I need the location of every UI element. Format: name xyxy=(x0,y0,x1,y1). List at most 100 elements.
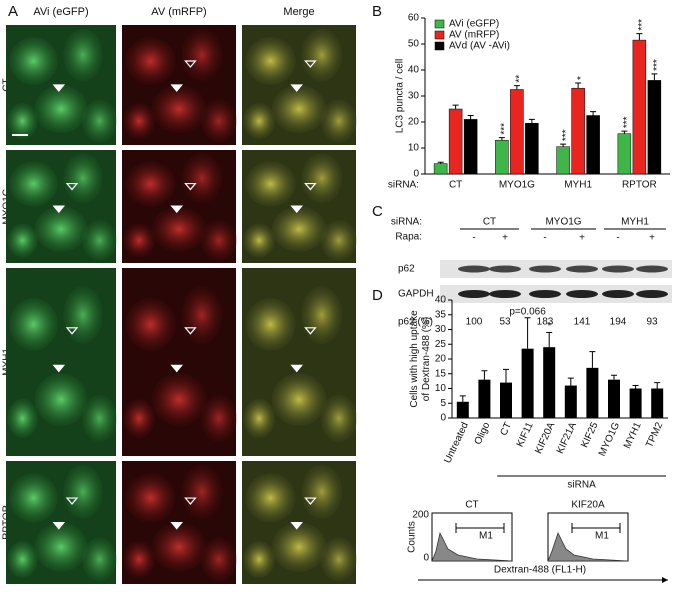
band xyxy=(566,265,598,273)
cell xyxy=(200,99,238,143)
legend-swatch xyxy=(434,19,445,29)
cell xyxy=(81,99,118,143)
cell xyxy=(123,103,156,139)
arrowhead xyxy=(290,364,304,373)
error-bar xyxy=(589,351,596,368)
bar xyxy=(478,379,491,418)
band xyxy=(602,290,634,298)
cell xyxy=(181,464,223,519)
arrowhead xyxy=(65,497,79,505)
rapa-sign: - xyxy=(616,233,619,244)
y-axis-label: Cells with high uptakeof Dextran-488 (%) xyxy=(409,310,432,408)
band xyxy=(489,290,521,298)
row-label: Rapa: xyxy=(395,232,422,243)
arrow-head xyxy=(662,577,668,583)
arrowhead xyxy=(52,364,66,373)
error-bar xyxy=(651,73,658,81)
cell xyxy=(34,85,88,133)
arrowhead xyxy=(65,327,79,335)
cell xyxy=(9,161,58,207)
panel-label: C xyxy=(372,203,383,220)
cell xyxy=(63,286,103,344)
arrowhead xyxy=(304,182,317,191)
arrowhead xyxy=(170,364,184,373)
column-header: Merge xyxy=(283,6,314,18)
cell xyxy=(7,398,38,439)
histogram-title: CT xyxy=(465,500,478,511)
cell xyxy=(301,28,343,82)
rapa-sign: - xyxy=(543,233,546,244)
error-bar xyxy=(632,385,639,389)
cell xyxy=(181,28,223,82)
cell xyxy=(123,398,156,439)
percent: 141 xyxy=(574,317,591,328)
legend-label: AVd (AV -AVi) xyxy=(449,41,510,52)
error-bar xyxy=(575,82,582,89)
arrowhead xyxy=(304,497,317,505)
percent: 183 xyxy=(537,317,554,328)
rapa-sign: + xyxy=(502,233,508,244)
error-bar xyxy=(528,118,535,124)
error-bar xyxy=(611,374,617,380)
cell xyxy=(301,286,343,344)
arrowhead xyxy=(52,84,66,92)
error-bar xyxy=(503,368,509,383)
band xyxy=(602,265,634,273)
cell xyxy=(245,161,296,207)
bar xyxy=(586,367,599,418)
error-bar xyxy=(636,33,643,41)
cell xyxy=(7,540,38,578)
y-tick-label: 10 xyxy=(435,383,447,394)
error-bar xyxy=(654,382,661,389)
histogram xyxy=(431,531,513,562)
x-tick-label: Oligo xyxy=(473,420,493,446)
legend-label: AV (mRFP) xyxy=(449,30,499,41)
arrowhead xyxy=(304,327,317,335)
group-label: MYO1G xyxy=(545,217,581,228)
error-bar xyxy=(459,395,466,402)
significance: *** xyxy=(561,129,572,141)
y-tick-label: 30 xyxy=(435,324,447,335)
percent: 194 xyxy=(610,317,627,328)
cell xyxy=(9,473,58,523)
cell xyxy=(81,394,118,443)
band xyxy=(458,290,490,298)
bar xyxy=(647,80,662,175)
y-axis-label: Counts xyxy=(407,521,418,553)
cell xyxy=(7,103,38,139)
cell xyxy=(151,373,207,426)
cell xyxy=(200,394,238,443)
x-tick-label: KIF25 xyxy=(579,420,600,449)
x-tick-label: MYO1G xyxy=(499,180,535,191)
error-bar xyxy=(621,130,628,134)
panel-label: B xyxy=(372,3,382,20)
group-label: CT xyxy=(483,217,496,228)
cell xyxy=(125,473,176,523)
histogram xyxy=(547,531,629,562)
cell xyxy=(320,394,358,443)
cell xyxy=(125,37,176,85)
cell xyxy=(271,85,327,133)
error-bar xyxy=(437,161,444,164)
significance: * xyxy=(576,76,587,80)
x-tick-label: KIF11 xyxy=(515,420,536,449)
cell xyxy=(151,85,207,133)
band xyxy=(489,265,521,273)
percent: 53 xyxy=(499,317,511,328)
cell xyxy=(7,223,38,258)
x-tick-label: KIF21A xyxy=(555,420,579,455)
cell xyxy=(243,398,276,439)
cell xyxy=(181,286,223,344)
arrowhead xyxy=(184,327,197,335)
cell xyxy=(271,373,327,426)
cell xyxy=(245,473,296,523)
cell xyxy=(320,99,358,143)
rapa-sign: + xyxy=(649,233,655,244)
band xyxy=(636,265,668,273)
significance: ** xyxy=(515,75,526,83)
cell xyxy=(301,153,343,204)
panel-label: A xyxy=(8,3,18,20)
cell xyxy=(63,464,103,519)
group-label: MYH1 xyxy=(621,217,649,228)
